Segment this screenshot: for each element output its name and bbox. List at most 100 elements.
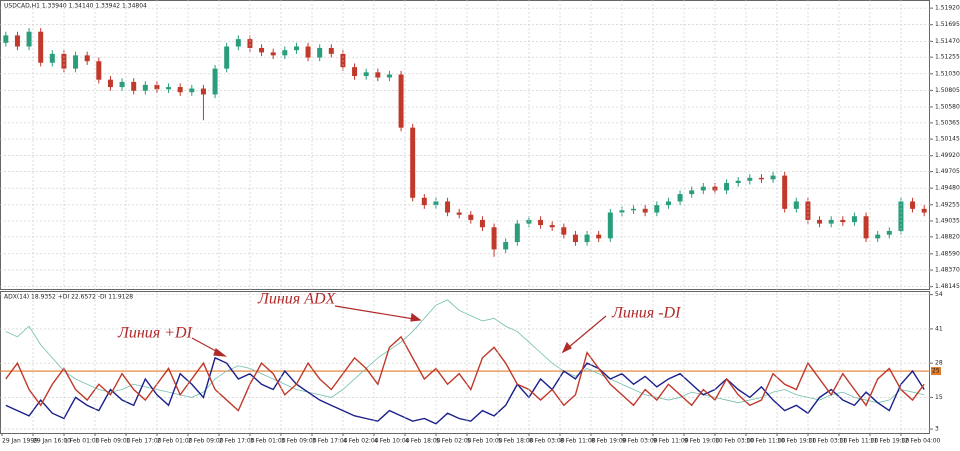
x-tick-label: 9 Feb 11:00 <box>653 438 689 445</box>
candle-body <box>410 127 416 198</box>
x-tick-label: 29 Jan 1999 <box>2 438 38 445</box>
x-tick-label: 4 Feb 18:00 <box>405 438 441 445</box>
price-title: USDCAD,H1 1.33940 1.34140 1.33942 1.3480… <box>4 3 147 10</box>
candle-body <box>863 216 869 239</box>
x-tick-label: 5 Feb 02:00 <box>436 438 472 445</box>
candle-body <box>514 223 520 243</box>
y-tick-label: 1.50145 <box>935 136 960 143</box>
indicator-title: ADX(14) 18.9352 +DI 22.6572 -DI 11.9128 <box>4 294 133 301</box>
candle-body <box>561 227 567 235</box>
x-tick-label: 2 Feb 17:00 <box>219 438 255 445</box>
candle-body <box>142 84 148 91</box>
indicator-frame <box>0 291 930 434</box>
candle-body <box>782 175 788 209</box>
y-tick-label: 1.51920 <box>935 5 960 12</box>
y-tick-label: 1.50805 <box>935 87 960 94</box>
candle-body <box>352 67 358 77</box>
y-tick-label: 1.48590 <box>935 250 960 257</box>
arrow-head <box>410 312 422 322</box>
candle-body <box>735 180 741 184</box>
x-tick-label: 2 Feb 09:00 <box>188 438 224 445</box>
candle-body <box>363 72 369 77</box>
candle-body <box>38 31 44 63</box>
candle-body <box>107 79 113 88</box>
candle-body <box>456 212 462 215</box>
indicator-line <box>5 299 925 404</box>
candle-body <box>828 219 834 224</box>
candle-body <box>619 210 625 213</box>
y-tick-label: 1.49705 <box>935 168 960 175</box>
candle-body <box>200 88 206 95</box>
candle-body <box>479 219 485 228</box>
arrow <box>334 305 421 321</box>
x-tick-label: 1 Feb 01:00 <box>64 438 100 445</box>
x-tick-label: 1 Feb 17:00 <box>126 438 162 445</box>
y-tick-label: 1.50365 <box>935 119 960 126</box>
x-tick-label: 8 Feb 19:00 <box>591 438 627 445</box>
candle-body <box>398 74 404 128</box>
candle-body <box>631 208 637 211</box>
candle-body <box>328 47 334 54</box>
y-tick-label: 28 <box>935 360 943 367</box>
candle-body <box>491 227 497 250</box>
candle-body <box>49 53 55 63</box>
candle-body <box>14 35 20 47</box>
candle-body <box>584 234 590 243</box>
candle-body <box>293 46 299 51</box>
candle-body <box>817 219 823 224</box>
candle-body <box>166 87 172 90</box>
candle-body <box>875 234 881 239</box>
y-tick-label: 41 <box>935 325 943 332</box>
candle-body <box>433 201 439 206</box>
price-frame <box>0 0 930 290</box>
x-tick-label: 10 Feb 03:00 <box>715 438 755 445</box>
candle-body <box>131 81 137 91</box>
y-tick-label: 1.51470 <box>935 38 960 45</box>
candle-body <box>758 177 764 180</box>
y-tick-label: 1.51030 <box>935 70 960 77</box>
x-tick-label: 9 Feb 19:00 <box>684 438 720 445</box>
candle-body <box>247 39 253 48</box>
x-tick-label: 8 Feb 11:00 <box>560 438 596 445</box>
candle-body <box>386 74 392 78</box>
candle-body <box>154 84 160 90</box>
candle-body <box>793 201 799 209</box>
candle-body <box>259 47 265 53</box>
level-tag <box>931 367 941 376</box>
annotation: Линия -DI <box>611 305 681 322</box>
x-tick-label: 5 Feb 10:00 <box>467 438 503 445</box>
candle-body <box>677 194 683 202</box>
x-tick-label: 9 Feb 03:00 <box>622 438 658 445</box>
candle-body <box>421 197 427 206</box>
candle-body <box>886 230 892 235</box>
candle-body <box>282 50 288 56</box>
candle-body <box>851 216 857 223</box>
y-tick-label: 1.49035 <box>935 218 960 225</box>
x-tick-label: 10 Feb 11:00 <box>746 438 786 445</box>
y-tick-label: 54 <box>935 291 943 298</box>
candle-body <box>700 186 706 191</box>
x-tick-label: 8 Feb 03:00 <box>529 438 565 445</box>
x-tick-label: 4 Feb 02:00 <box>343 438 379 445</box>
arrow-head <box>561 341 572 354</box>
y-tick-label: 1.48370 <box>935 267 960 274</box>
candle-body <box>665 201 671 206</box>
y-tick-label: 1.50580 <box>935 103 960 110</box>
candle-body <box>26 31 32 47</box>
candle-body <box>840 219 846 223</box>
y-tick-label: 15 <box>935 394 943 401</box>
y-tick-label: 1.49480 <box>935 185 960 192</box>
candle-body <box>224 46 230 69</box>
candle-body <box>84 55 90 62</box>
y-tick-label: 1.49255 <box>935 201 960 208</box>
candle-body <box>642 208 648 213</box>
candle-body <box>445 201 451 213</box>
y-tick-label: 3 <box>935 426 939 433</box>
candle-body <box>654 205 660 213</box>
candle-body <box>317 47 323 58</box>
candle-body <box>96 61 102 80</box>
candle-body <box>305 46 311 58</box>
indicator-line <box>5 335 925 412</box>
